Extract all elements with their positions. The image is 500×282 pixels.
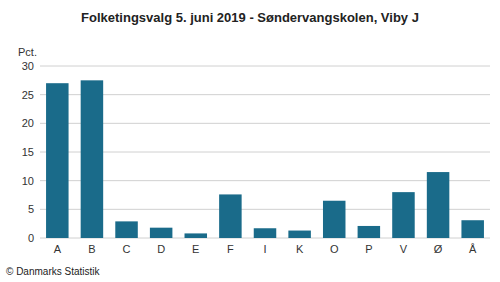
bar	[185, 233, 208, 238]
grid-line	[40, 209, 490, 210]
x-tick-label: D	[157, 243, 165, 255]
y-tick-label: 15	[22, 146, 34, 158]
x-tick-label: A	[54, 243, 62, 255]
grid	[40, 66, 490, 238]
y-tick-label: 10	[22, 175, 34, 187]
x-tick-label: F	[227, 243, 234, 255]
y-tick-label: 20	[22, 117, 34, 129]
x-tick-label: I	[263, 243, 266, 255]
x-tick-label: K	[296, 243, 304, 255]
bar	[150, 228, 173, 238]
x-tick-label: E	[192, 243, 199, 255]
bar	[46, 83, 69, 238]
grid-line	[40, 66, 490, 67]
x-tick-label: C	[123, 243, 131, 255]
y-tick-label: 30	[22, 60, 34, 72]
bar	[461, 220, 484, 238]
grid-line	[40, 94, 490, 95]
footer: © Danmarks Statistik	[6, 266, 101, 277]
y-tick-label: 5	[28, 203, 34, 215]
bar	[115, 221, 137, 238]
y-axis-label: Pct.	[18, 46, 37, 58]
bar	[358, 226, 381, 238]
bar	[219, 194, 242, 238]
chart: Folketingsvalg 5. juni 2019 - Søndervang…	[0, 0, 500, 282]
bar	[392, 192, 415, 238]
grid-line	[40, 123, 490, 124]
grid-line	[40, 180, 490, 181]
bar	[81, 80, 104, 238]
x-tick-label: V	[400, 243, 408, 255]
x-tick-label: B	[88, 243, 95, 255]
x-tick-label: Ø	[434, 243, 443, 255]
title: Folketingsvalg 5. juni 2019 - Søndervang…	[81, 10, 419, 25]
bar	[288, 231, 311, 238]
bar	[254, 228, 277, 238]
bars	[46, 80, 484, 238]
x-tick-label: Å	[469, 243, 477, 255]
y-tick-label: 25	[22, 89, 34, 101]
bar	[323, 201, 346, 238]
x-tick-label: O	[330, 243, 339, 255]
bar	[427, 172, 450, 238]
x-tick-label: P	[365, 243, 372, 255]
y-tick-label: 0	[28, 232, 34, 244]
grid-line	[40, 152, 490, 153]
